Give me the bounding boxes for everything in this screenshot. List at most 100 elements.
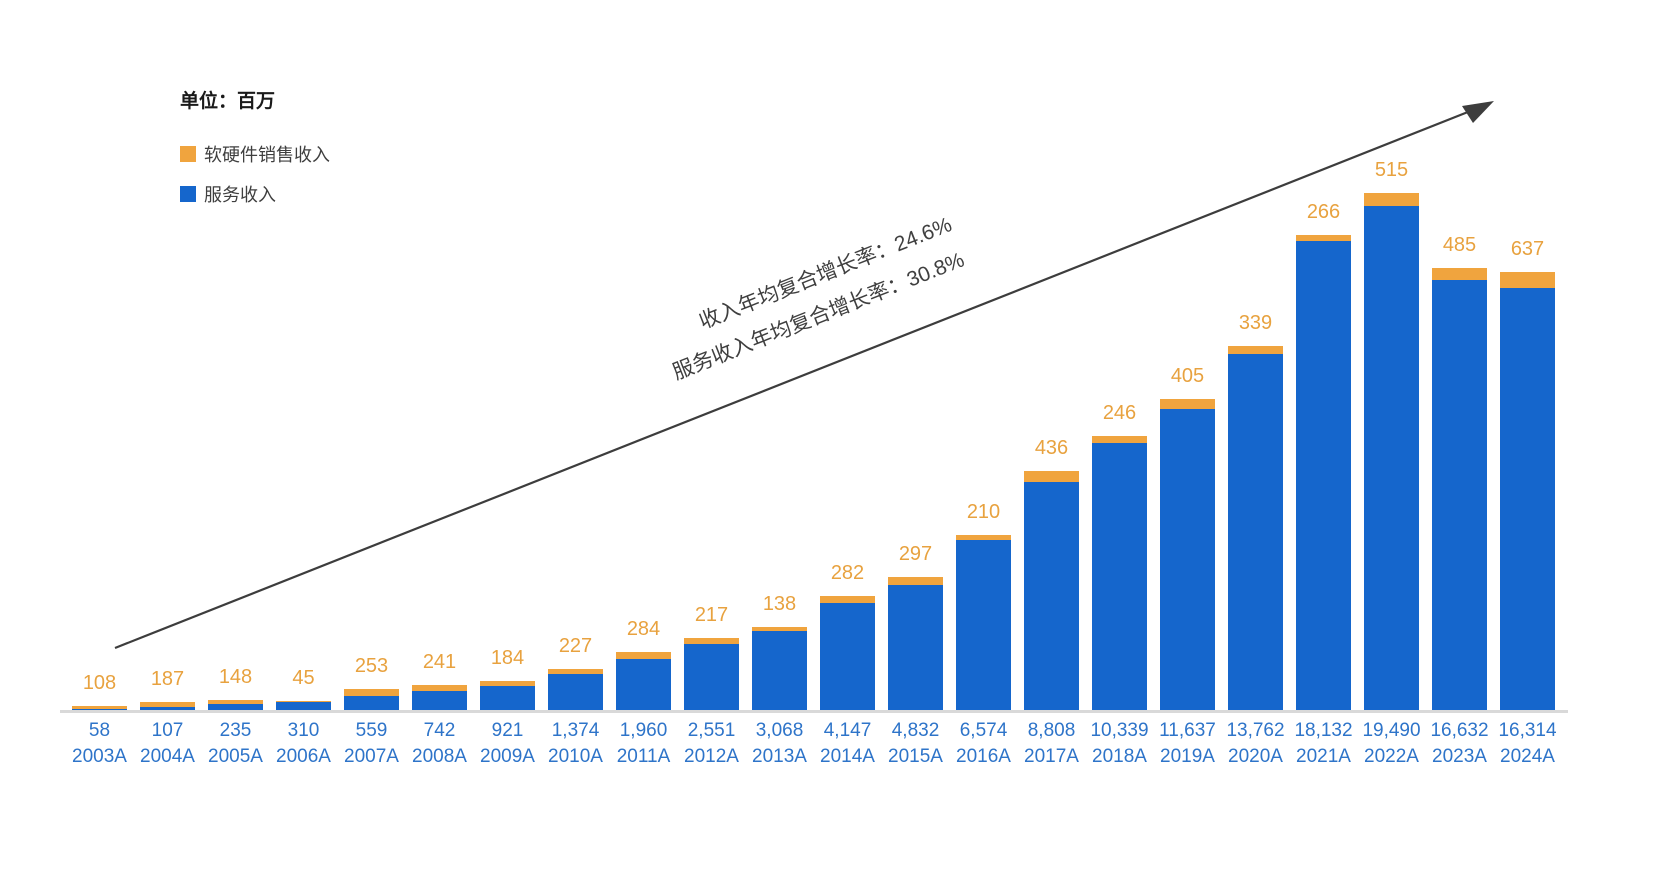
hardware-revenue-segment <box>1296 234 1351 242</box>
service-value-label: 8,808 <box>1027 720 1076 741</box>
bar-stack-2015A <box>888 577 943 710</box>
hardware-value-label: 485 <box>1442 233 1477 256</box>
hardware-value-label: 637 <box>1510 237 1545 260</box>
hardware-value-label: 284 <box>626 618 661 640</box>
year-axis-label: 2012A <box>684 746 739 767</box>
year-axis-label: 2009A <box>480 746 535 767</box>
bar-stack-2022A <box>1364 193 1419 710</box>
bar-stack-2020A <box>1228 345 1283 710</box>
year-axis-label: 2021A <box>1296 746 1351 767</box>
hardware-value-label: 246 <box>1102 402 1137 425</box>
year-axis-label: 2022A <box>1364 746 1419 767</box>
hardware-value-label: 184 <box>490 647 525 670</box>
hardware-revenue-segment <box>72 705 127 709</box>
service-value-label: 4,832 <box>891 720 940 741</box>
service-revenue-segment <box>548 674 603 710</box>
service-value-label: 310 <box>287 720 320 741</box>
year-axis-label: 2016A <box>956 746 1011 767</box>
service-value-label: 11,637 <box>1159 720 1216 741</box>
service-revenue-segment <box>1092 442 1147 710</box>
service-revenue-segment <box>1024 482 1079 710</box>
year-axis-label: 2010A <box>548 746 603 767</box>
year-axis-label: 2023A <box>1432 746 1487 767</box>
service-value-label: 1,960 <box>619 720 668 741</box>
service-revenue-segment <box>1296 241 1351 710</box>
x-axis-line <box>60 710 1568 713</box>
hardware-revenue-segment <box>276 700 331 702</box>
bar-stack-2011A <box>616 652 671 710</box>
year-axis-label: 2015A <box>888 746 943 767</box>
bar-stack-2017A <box>1024 471 1079 710</box>
bar-stack-2008A <box>412 684 467 710</box>
service-revenue-segment <box>480 686 535 710</box>
hardware-value-label: 148 <box>218 666 253 689</box>
service-revenue-segment <box>412 690 467 710</box>
hardware-revenue-segment <box>412 684 467 691</box>
service-value-label: 16,314 <box>1498 720 1557 741</box>
hardware-revenue-segment <box>820 595 875 603</box>
bar-stack-2023A <box>1432 267 1487 710</box>
year-axis-label: 2008A <box>412 746 467 767</box>
hardware-revenue-segment <box>1364 193 1419 207</box>
service-revenue-segment <box>820 602 875 710</box>
hardware-value-label: 210 <box>966 500 1001 523</box>
service-revenue-segment <box>956 540 1011 710</box>
hardware-value-label: 282 <box>830 561 865 584</box>
service-value-label: 58 <box>88 720 111 741</box>
bar-stack-2021A <box>1296 234 1351 710</box>
service-revenue-segment <box>752 630 807 710</box>
bar-stack-2003A <box>72 705 127 710</box>
service-revenue-segment <box>344 695 399 710</box>
bar-stack-2004A <box>140 702 195 710</box>
service-value-label: 4,147 <box>823 720 872 741</box>
service-value-label: 18,132 <box>1294 720 1353 741</box>
year-axis-label: 2007A <box>344 746 399 767</box>
bar-stack-2012A <box>684 638 739 710</box>
hardware-value-label: 45 <box>292 666 315 689</box>
service-value-label: 235 <box>219 720 252 741</box>
bar-stack-2010A <box>548 668 603 710</box>
hardware-revenue-segment <box>344 689 399 696</box>
bar-stack-2006A <box>276 700 331 710</box>
service-revenue-segment <box>888 585 943 710</box>
service-value-label: 107 <box>151 720 184 741</box>
hardware-revenue-segment <box>752 627 807 631</box>
service-value-label: 1,374 <box>551 720 600 741</box>
year-axis-label: 2014A <box>820 746 875 767</box>
service-revenue-segment <box>1500 288 1555 710</box>
year-axis-label: 2005A <box>208 746 263 767</box>
hardware-revenue-segment <box>1432 267 1487 281</box>
year-axis-label: 2006A <box>276 746 331 767</box>
service-value-label: 10,339 <box>1090 720 1149 741</box>
year-axis-label: 2003A <box>72 746 127 767</box>
service-value-label: 13,762 <box>1226 720 1285 741</box>
hardware-revenue-segment <box>1500 271 1555 289</box>
hardware-value-label: 405 <box>1170 364 1205 387</box>
hardware-revenue-segment <box>1160 398 1215 410</box>
bar-stack-2007A <box>344 689 399 710</box>
service-value-label: 19,490 <box>1362 720 1421 741</box>
service-value-label: 6,574 <box>959 720 1008 741</box>
hardware-value-label: 108 <box>82 671 117 694</box>
service-value-label: 559 <box>355 720 388 741</box>
hardware-value-label: 436 <box>1034 437 1069 460</box>
hardware-revenue-segment <box>1024 471 1079 483</box>
service-value-label: 921 <box>491 720 524 741</box>
year-axis-label: 2024A <box>1500 746 1555 767</box>
service-revenue-segment <box>616 659 671 710</box>
hardware-value-label: 266 <box>1306 200 1341 223</box>
hardware-revenue-segment <box>1228 345 1283 355</box>
bar-stack-2005A <box>208 700 263 710</box>
service-value-label: 742 <box>423 720 456 741</box>
hardware-revenue-segment <box>208 700 263 704</box>
service-revenue-segment <box>1432 280 1487 710</box>
hardware-value-label: 241 <box>422 650 457 673</box>
bar-stack-2019A <box>1160 398 1215 710</box>
year-axis-label: 2018A <box>1092 746 1147 767</box>
hardware-value-label: 217 <box>694 604 729 627</box>
hardware-revenue-segment <box>480 681 535 687</box>
hardware-value-label: 227 <box>558 634 593 657</box>
service-value-label: 3,068 <box>755 720 804 741</box>
bar-stack-2016A <box>956 534 1011 710</box>
